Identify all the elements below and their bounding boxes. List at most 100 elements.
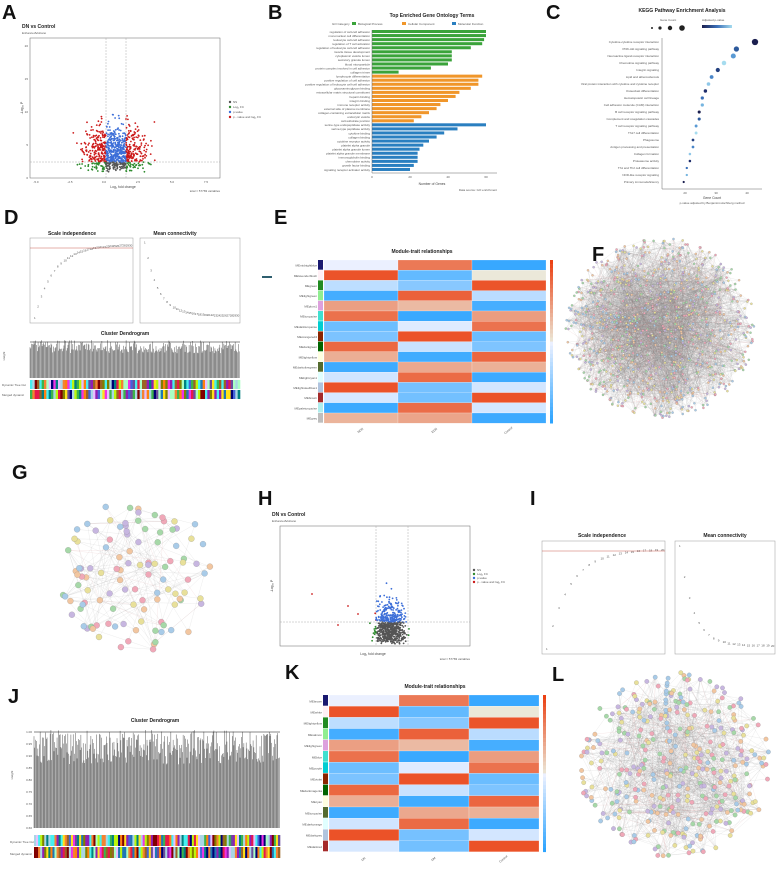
network-edge	[606, 263, 621, 322]
heat-cell	[471, 402, 547, 414]
kegg-term-label: Neuroactive ligand-receptor interaction	[607, 54, 659, 58]
network-node	[658, 331, 662, 334]
kegg-point	[694, 124, 698, 128]
volcano-a-point	[144, 153, 146, 156]
volcano-a-point	[133, 142, 136, 144]
network-edge	[615, 267, 724, 364]
network-node	[654, 366, 658, 370]
network-node	[598, 383, 601, 386]
volcano-a-point	[114, 160, 117, 163]
network-edge	[627, 329, 649, 390]
network-edge	[632, 323, 674, 378]
kegg-xtick-0: 20	[683, 191, 687, 195]
heat-colorbar-step	[550, 280, 553, 285]
network-edge	[646, 285, 669, 330]
volcano-a-point	[102, 157, 104, 160]
network-node	[685, 300, 688, 304]
volcano-a-point	[90, 126, 93, 128]
network-node	[661, 324, 665, 328]
go-term-label: secretory granule lumen	[338, 58, 371, 62]
network-node	[650, 388, 653, 392]
network-node	[626, 384, 629, 387]
network-node	[729, 348, 733, 352]
network-edge	[638, 274, 690, 394]
network-node	[582, 354, 585, 357]
network-node	[609, 302, 612, 306]
dColors-cell	[137, 380, 140, 389]
volcano-a-point	[99, 132, 102, 134]
network-node	[617, 348, 620, 351]
volcano-a-point	[79, 167, 82, 170]
network-node	[610, 343, 613, 347]
go-term-label: glycosaminoglycan binding	[334, 87, 370, 91]
network-node	[586, 290, 590, 294]
volcano-a-point	[93, 153, 96, 156]
volcano-a-point	[111, 158, 114, 161]
kegg-term-label: Th17 cell differentiation	[628, 131, 659, 135]
dConn-point: 4	[154, 278, 156, 282]
network-node	[628, 333, 631, 336]
network-node	[590, 315, 593, 319]
network-node	[711, 265, 714, 268]
go-legend-mf: Molecular Function	[458, 22, 484, 26]
network-node	[658, 365, 661, 369]
network-node	[671, 411, 674, 414]
volcano-a-point	[128, 125, 131, 127]
network-edge	[622, 247, 683, 252]
dColors-cell	[181, 380, 185, 389]
network-edge	[683, 274, 713, 331]
volcano-a-point	[117, 163, 119, 166]
network-edge	[645, 252, 714, 380]
volcano-a-point	[130, 163, 132, 166]
kegg-colorbar	[702, 25, 732, 28]
network-node	[665, 392, 668, 395]
network-edge	[590, 299, 749, 370]
network-edge	[706, 286, 721, 384]
network-node	[741, 353, 745, 356]
network-node	[734, 338, 738, 341]
network-edge	[649, 342, 689, 369]
volcano-a-point	[127, 163, 130, 166]
dColors-cell	[128, 390, 131, 399]
volcano-a-point	[143, 149, 146, 152]
kegg-term-label: Complement and coagulation cascades	[606, 117, 659, 121]
volcano-a-point	[128, 143, 131, 146]
volcano-a-point	[138, 164, 141, 166]
volcano-a-point	[120, 144, 123, 146]
network-edge	[603, 247, 637, 329]
go-bar	[372, 107, 437, 111]
volcano-a-point	[101, 147, 104, 149]
volcano-a-point	[106, 141, 109, 144]
volcano-a-point	[133, 165, 136, 168]
network-node	[691, 302, 695, 306]
network-edge	[590, 373, 723, 390]
dColors-cell	[37, 390, 40, 399]
network-node	[624, 399, 627, 402]
dColors-cell	[191, 390, 194, 399]
go-term-label: muscle tissue development	[334, 50, 370, 54]
network-edge	[716, 269, 727, 278]
volcano-a-point	[111, 133, 114, 135]
heat-colorbar-step	[550, 374, 553, 379]
volcano-a-point	[135, 145, 138, 148]
network-edge	[651, 378, 677, 387]
heat-row-label: MEpaleturquoise	[294, 406, 317, 410]
network-edge	[629, 276, 661, 380]
volcano-a-point	[97, 144, 99, 146]
network-node	[617, 400, 620, 404]
network-node	[713, 351, 717, 355]
network-node	[730, 333, 733, 336]
network-node	[722, 281, 725, 284]
volcano-a-point	[107, 148, 110, 151]
dColors-cell	[90, 380, 94, 389]
network-node	[612, 374, 615, 377]
dScale-point: 20	[96, 246, 100, 250]
go-xtick-1: 20	[408, 175, 412, 179]
volcano-a-point	[141, 135, 144, 137]
heat-col-label: EDN	[431, 427, 438, 434]
network-node	[718, 288, 722, 291]
volcano-a-point	[113, 164, 116, 167]
heat-cell	[397, 412, 473, 424]
network-edge	[667, 291, 725, 352]
